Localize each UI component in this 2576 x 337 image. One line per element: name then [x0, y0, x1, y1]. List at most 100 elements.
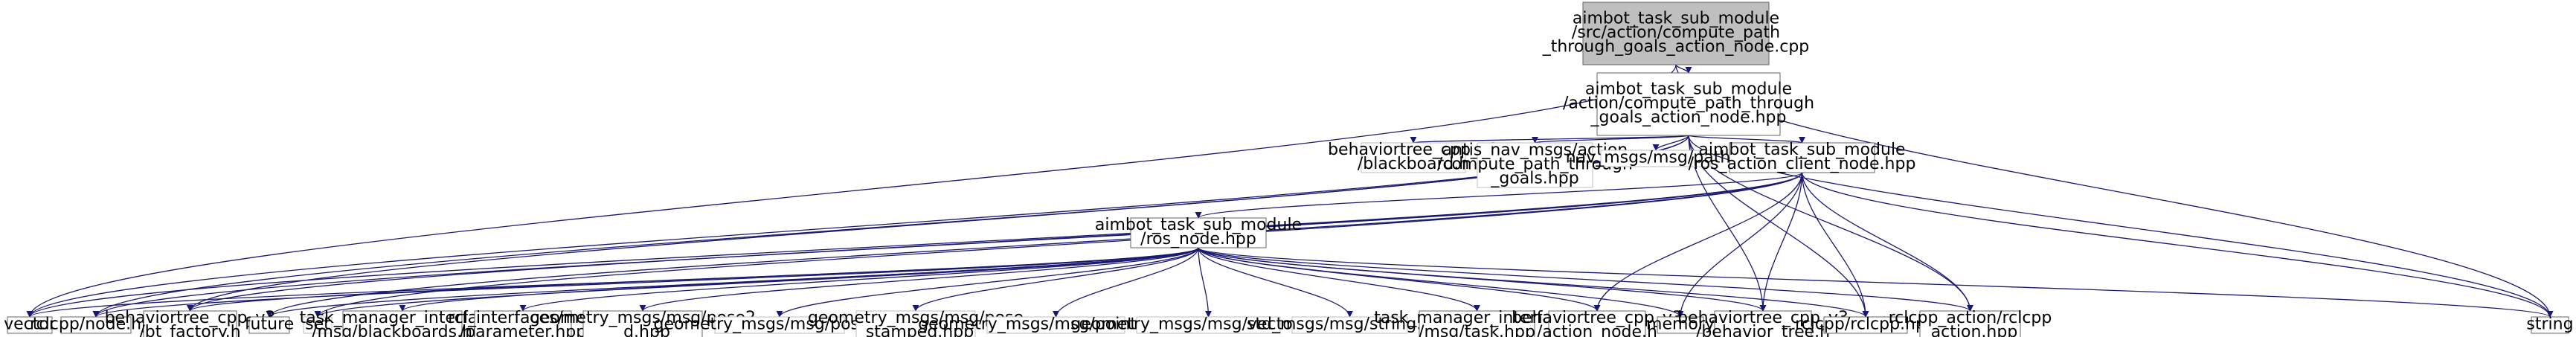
- node-actionnode[interactable]: behaviortree_cpp_v3/action_node.h: [1512, 309, 1683, 337]
- node-tmblack-box: [342, 310, 463, 337]
- node-blackboard-box: [1361, 142, 1466, 173]
- node-rclparam-box: [474, 310, 572, 337]
- node-future[interactable]: future: [245, 315, 294, 334]
- node-tmblack-label-1: /msg/blackboards.hpp: [312, 323, 493, 337]
- node-root[interactable]: aimbot_task_sub_module/src/action/comput…: [1542, 1, 1810, 65]
- node-btfactory-box: [143, 310, 237, 337]
- node-memory[interactable]: memory: [1646, 315, 1715, 334]
- node-root-label-0: aimbot_task_sub_module: [1573, 9, 1779, 28]
- node-future-label-0: future: [245, 315, 294, 333]
- node-navpath-box: [1600, 150, 1712, 167]
- node-rclcpp-label-0: rclcpp/rclcpp.hpp: [1795, 315, 1936, 333]
- node-navpath-label-0: nav_msgs/msg/path.h: [1566, 148, 1746, 167]
- node-rosnode[interactable]: aimbot_task_sub_module/ros_node.hpp: [1095, 216, 1302, 248]
- node-tmtask-label-1: /msg/task.hpp: [1419, 323, 1535, 337]
- node-string-box: [2531, 316, 2569, 334]
- node-btfactory[interactable]: behaviortree_cpp_v3/bt_factory.h: [105, 309, 276, 337]
- node-rosaction-box: [1729, 142, 1875, 173]
- node-actionnode-box: [1548, 310, 1646, 337]
- node-rosaction-label-0: aimbot_task_sub_module: [1698, 141, 1905, 159]
- node-behtree-box: [1714, 310, 1812, 337]
- node-set: set: [303, 315, 333, 334]
- node-vector-label-0: vector: [4, 315, 57, 333]
- edge-hpp-to-btfactory: [187, 135, 1689, 312]
- edge-rosnode-to-rclcpp: [1198, 247, 1869, 318]
- node-tmblack[interactable]: task_manager_interfaces/msg/blackboards.…: [300, 309, 506, 337]
- node-blackboard: behaviortree_cpp_v3/blackboard.h: [1328, 141, 1499, 173]
- node-rclparam-label-0: rcl_interfaces/msg: [448, 309, 598, 327]
- node-rclparam-label-1: /parameter.hpp: [460, 323, 586, 337]
- edge-rosnode-to-vector3: [1198, 247, 1212, 318]
- edge-hpp-to-antis: [1532, 135, 1689, 144]
- node-rosaction[interactable]: aimbot_task_sub_module/ros_action_client…: [1689, 141, 1916, 173]
- node-string[interactable]: string: [2526, 315, 2574, 334]
- edge-rosnode-to-pose2d: [639, 247, 1199, 312]
- node-set-label-0: set: [305, 315, 330, 333]
- node-antis-label-2: _goals.hpp: [1490, 169, 1578, 187]
- node-hpp-label-0: aimbot_task_sub_module: [1585, 80, 1792, 98]
- node-actionnode-label-0: behaviortree_cpp_v3: [1512, 309, 1683, 327]
- node-hpp[interactable]: aimbot_task_sub_module/action/compute_pa…: [1563, 72, 1814, 136]
- node-tmtask[interactable]: task_manager_interfaces/msg/task.hpp: [1374, 309, 1580, 337]
- node-btfactory-label-1: /bt_factory.h: [139, 323, 240, 337]
- node-tmtask-box: [1419, 310, 1535, 337]
- edge-rosaction-to-string: [1801, 172, 2554, 318]
- edge-hpp-to-navpath: [1652, 135, 1689, 151]
- node-stdstring-box: [1291, 316, 1408, 334]
- node-pose-box: [714, 316, 845, 334]
- node-memory-box: [1657, 316, 1704, 334]
- edge-rosaction-to-rclaction: [1801, 172, 1973, 312]
- edge-rosnode-to-tmblack: [399, 247, 1199, 312]
- edge-rosaction-to-memory: [1677, 172, 1803, 318]
- node-blackboard-label-1: /blackboard.h: [1358, 155, 1469, 173]
- edge-rosnode-to-memory: [1198, 247, 1684, 318]
- node-root-label-1: /src/action/compute_path: [1572, 23, 1780, 42]
- edge-rosnode-to-point32: [1053, 247, 1199, 318]
- edge-rosnode-to-actionnode: [1198, 247, 1601, 312]
- node-rclparam[interactable]: rcl_interfaces/msg/parameter.hpp: [448, 309, 598, 337]
- node-btfactory-label-0: behaviortree_cpp_v3: [105, 309, 276, 327]
- node-hpp-box: [1596, 72, 1781, 136]
- node-vector[interactable]: vector: [4, 315, 57, 334]
- edge-rosnode-to-pose: [776, 247, 1199, 318]
- node-rclcpp-box: [1823, 316, 1908, 334]
- node-antis: antis_nav_msgs/action/compute_path_throu…: [1437, 141, 1633, 188]
- node-navpath: nav_msgs/msg/path.h: [1566, 148, 1746, 167]
- node-vector3-box: [1136, 316, 1281, 334]
- node-memory-label-0: memory: [1646, 315, 1715, 333]
- edge-rosaction-to-behtree: [1759, 172, 1803, 312]
- edge-rosnode-to-rclparam: [519, 247, 1199, 312]
- node-string-label-0: string: [2526, 315, 2573, 333]
- node-behtree[interactable]: behaviortree_cpp_v3/behavior_tree.h: [1677, 309, 1849, 337]
- node-rclcpp[interactable]: rclcpp/rclcpp.hpp: [1795, 315, 1936, 334]
- node-rclnode-box: [60, 316, 132, 334]
- edge-rosaction-to-rclcpp: [1801, 172, 1869, 318]
- edge-rosnode-to-set: [314, 247, 1199, 318]
- edge-rosaction-to-set: [314, 172, 1803, 318]
- node-set-box: [303, 316, 333, 334]
- node-tmtask-label-0: task_manager_interfaces: [1374, 309, 1580, 327]
- node-root-box: [1582, 1, 1770, 65]
- node-posestamped-box: [855, 310, 976, 337]
- node-pose2d[interactable]: geometry_msgs/msg/pose2_d.hpp: [530, 309, 756, 337]
- node-rclnode-label-0: rclcpp/node.hpp: [30, 315, 162, 333]
- node-stdstring: std_msgs/msg/string.hpp: [1247, 315, 1453, 334]
- node-behtree-label-0: behaviortree_cpp_v3: [1677, 309, 1849, 327]
- edge-rosnode-to-btfactory: [187, 247, 1199, 312]
- node-hpp-label-1: /action/compute_path_through: [1563, 94, 1814, 112]
- node-rclaction-label-0: rclcpp_action/rclcpp: [1889, 309, 2052, 327]
- node-rosnode-box: [1130, 217, 1267, 248]
- edge-rosnode-to-tmtask: [1198, 247, 1480, 312]
- node-rclnode[interactable]: rclcpp/node.hpp: [30, 315, 162, 334]
- node-hpp-label-2: _goals_action_node.hpp: [1590, 108, 1787, 126]
- edge-rosaction-to-actionnode: [1593, 172, 1803, 312]
- node-pose2d-box: [582, 310, 703, 337]
- node-antis-label-0: antis_nav_msgs/action: [1442, 141, 1628, 159]
- node-rclaction[interactable]: rclcpp_action/rclcpp_action.hpp: [1889, 309, 2052, 337]
- node-layer: aimbot_task_sub_module/src/action/comput…: [4, 1, 2574, 337]
- node-actionnode-label-1: /action_node.h: [1537, 323, 1657, 337]
- node-point32-box: [986, 316, 1125, 334]
- node-rosnode-label-1: /ros_node.hpp: [1140, 230, 1256, 248]
- node-rclaction-label-1: _action.hpp: [1922, 323, 2018, 337]
